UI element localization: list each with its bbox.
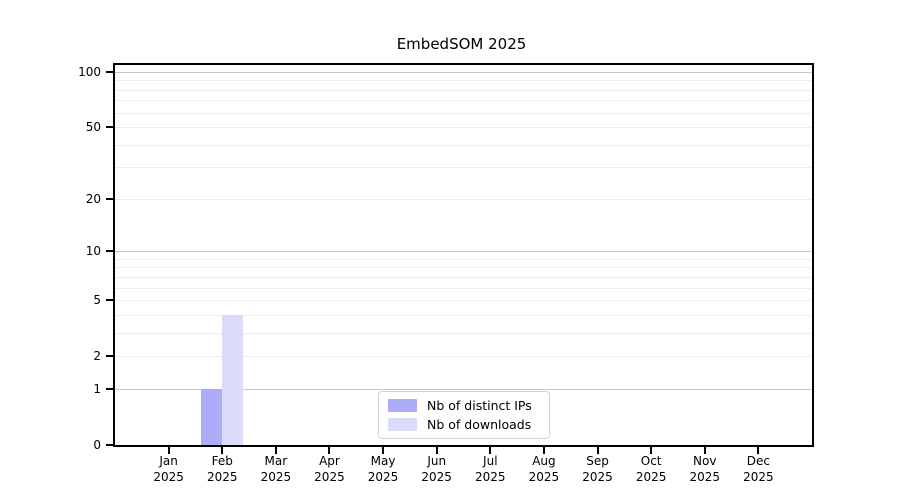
- x-tick-label: Jan 2025: [141, 453, 197, 485]
- x-tick-label: Apr 2025: [301, 453, 357, 485]
- y-gridline-minor: [115, 355, 812, 357]
- x-tick-mark: [489, 447, 492, 454]
- legend-swatch-downloads: [388, 418, 417, 431]
- chart-title: EmbedSOM 2025: [396, 35, 527, 53]
- y-gridline-minor: [115, 100, 812, 102]
- y-gridline-minor: [115, 198, 812, 200]
- x-tick-month: Sep: [586, 454, 609, 468]
- x-tick-year: 2025: [475, 470, 506, 484]
- x-tick-month: May: [370, 454, 396, 468]
- bar-distinct-ips: [201, 389, 223, 446]
- y-tick-label: 5: [93, 293, 101, 308]
- x-tick-year: 2025: [582, 470, 613, 484]
- x-tick-year: 2025: [206, 470, 238, 484]
- bar-downloads: [222, 315, 244, 446]
- y-gridline-minor: [115, 332, 812, 334]
- x-tick-year: 2025: [689, 470, 721, 484]
- x-tick-year: 2025: [743, 470, 774, 484]
- x-tick-month: Jun: [427, 454, 447, 468]
- y-gridline-minor: [115, 126, 812, 128]
- x-tick-month: Mar: [264, 454, 288, 468]
- y-gridline-minor: [115, 167, 812, 169]
- y-tick-mark: [106, 299, 113, 302]
- y-gridline-major: [115, 71, 812, 73]
- x-tick-label: May 2025: [355, 453, 411, 485]
- y-tick-mark: [106, 355, 113, 358]
- y-tick-label: 20: [85, 192, 101, 207]
- legend-swatch-distinct-ips: [388, 399, 417, 412]
- y-gridline-minor: [115, 258, 812, 260]
- x-tick-month: Aug: [532, 454, 556, 468]
- x-tick-month: Jan: [159, 454, 178, 468]
- y-gridline-minor: [115, 267, 812, 269]
- x-tick-year: 2025: [367, 470, 399, 484]
- x-tick-month: Nov: [693, 454, 717, 468]
- legend-item-downloads: Nb of downloads: [388, 417, 540, 432]
- x-tick-year: 2025: [421, 470, 452, 484]
- x-tick-year: 2025: [153, 470, 184, 484]
- x-tick-mark: [382, 447, 385, 454]
- plot-area: 0 1 2 5 10 20 50 100 Jan 2025 Feb 2025 Mar 2025 Apr 202…: [78, 63, 814, 484]
- y-tick-mark: [106, 250, 113, 253]
- x-tick-mark: [274, 447, 277, 454]
- y-tick-mark: [106, 444, 113, 447]
- x-tick-mark: [328, 447, 331, 454]
- y-tick-mark: [106, 198, 113, 201]
- legend-label-distinct-ips: Nb of distinct IPs: [427, 398, 532, 413]
- x-tick-mark: [650, 447, 653, 454]
- x-tick-month: Dec: [746, 454, 770, 468]
- x-tick-label: Jul 2025: [462, 453, 518, 485]
- x-tick-mark: [167, 447, 170, 454]
- y-gridline-minor: [115, 287, 812, 289]
- y-gridline-minor: [115, 276, 812, 278]
- y-gridline-minor: [115, 299, 812, 301]
- y-tick-mark: [106, 71, 113, 74]
- y-gridline-minor: [115, 80, 812, 82]
- x-tick-label: Nov 2025: [677, 453, 733, 485]
- x-tick-month: Feb: [211, 454, 233, 468]
- x-tick-label: Aug 2025: [516, 453, 572, 485]
- legend-label-downloads: Nb of downloads: [427, 417, 532, 432]
- x-tick-label: Mar 2025: [248, 453, 304, 485]
- y-tick-label: 2: [93, 349, 101, 364]
- x-tick-label: Dec 2025: [730, 453, 786, 485]
- x-tick-mark: [757, 447, 760, 454]
- y-gridline-minor: [115, 314, 812, 316]
- x-tick-year: 2025: [314, 470, 345, 484]
- y-tick-label: 100: [78, 65, 101, 80]
- y-tick-label: 10: [85, 244, 101, 259]
- x-tick-month: Apr: [319, 454, 340, 468]
- y-gridline-minor: [115, 89, 812, 91]
- x-tick-month: Oct: [640, 454, 662, 468]
- x-tick-label: Oct 2025: [623, 453, 679, 485]
- x-tick-mark: [596, 447, 599, 454]
- x-tick-label: Feb 2025: [194, 453, 250, 485]
- y-tick-label: 50: [85, 120, 101, 135]
- x-tick-mark: [542, 447, 545, 454]
- x-tick-mark: [703, 447, 706, 454]
- y-gridline-major: [115, 250, 812, 252]
- x-tick-label: Jun 2025: [409, 453, 465, 485]
- y-tick-label: 0: [93, 438, 101, 453]
- y-tick-mark: [106, 126, 113, 129]
- y-gridline-minor: [115, 144, 812, 146]
- x-tick-mark: [221, 447, 224, 454]
- x-tick-year: 2025: [260, 470, 292, 484]
- y-gridline-major: [115, 388, 812, 390]
- y-gridline-minor: [115, 112, 812, 114]
- y-tick-mark: [106, 388, 113, 391]
- x-tick-label: Sep 2025: [570, 453, 626, 485]
- x-tick-month: Jul: [483, 454, 498, 468]
- x-tick-mark: [435, 447, 438, 454]
- legend-item-distinct-ips: Nb of distinct IPs: [388, 398, 540, 413]
- y-tick-label: 1: [93, 382, 101, 397]
- legend: Nb of distinct IPs Nb of downloads: [378, 391, 550, 439]
- x-tick-year: 2025: [528, 470, 560, 484]
- x-tick-year: 2025: [635, 470, 667, 484]
